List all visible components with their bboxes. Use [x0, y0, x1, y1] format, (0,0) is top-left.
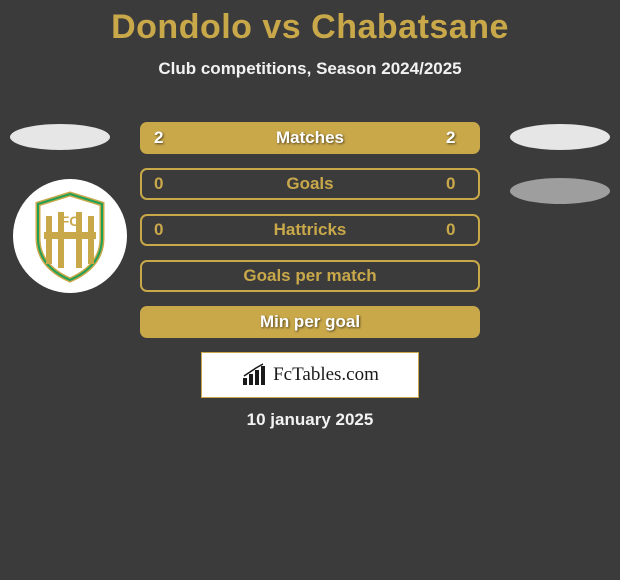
- stat-right-value: 0: [446, 174, 466, 194]
- stat-left-value: 0: [154, 174, 174, 194]
- brand-box: FcTables.com: [201, 352, 419, 398]
- stat-row-gpm: Goals per match: [140, 260, 480, 292]
- player-ellipse-left: [10, 124, 110, 150]
- stat-label: Hattricks: [174, 220, 446, 240]
- stat-left-value: 0: [154, 220, 174, 240]
- svg-text:FC: FC: [61, 213, 80, 229]
- page-title: Dondolo vs Chabatsane: [0, 0, 620, 47]
- subtitle: Club competitions, Season 2024/2025: [0, 59, 620, 79]
- stats-column: 2 Matches 2 0 Goals 0 0 Hattricks 0 Goal…: [140, 122, 480, 352]
- stat-label: Min per goal: [174, 312, 446, 332]
- stat-left-value: 2: [154, 128, 174, 148]
- stat-label: Matches: [174, 128, 446, 148]
- stat-label: Goals: [174, 174, 446, 194]
- date-text: 10 january 2025: [0, 410, 620, 430]
- player-ellipse-right-1: [510, 124, 610, 150]
- stat-row-matches: 2 Matches 2: [140, 122, 480, 154]
- stat-row-hattricks: 0 Hattricks 0: [140, 214, 480, 246]
- shield-icon: FC: [22, 188, 118, 284]
- stat-label: Goals per match: [174, 266, 446, 286]
- player-ellipse-right-2: [510, 178, 610, 204]
- brand-text: FcTables.com: [273, 364, 379, 386]
- bars-icon: [241, 362, 267, 388]
- stat-row-mpg: Min per goal: [140, 306, 480, 338]
- stat-right-value: 0: [446, 220, 466, 240]
- stat-row-goals: 0 Goals 0: [140, 168, 480, 200]
- club-badge: FC: [13, 179, 127, 293]
- stat-right-value: 2: [446, 128, 466, 148]
